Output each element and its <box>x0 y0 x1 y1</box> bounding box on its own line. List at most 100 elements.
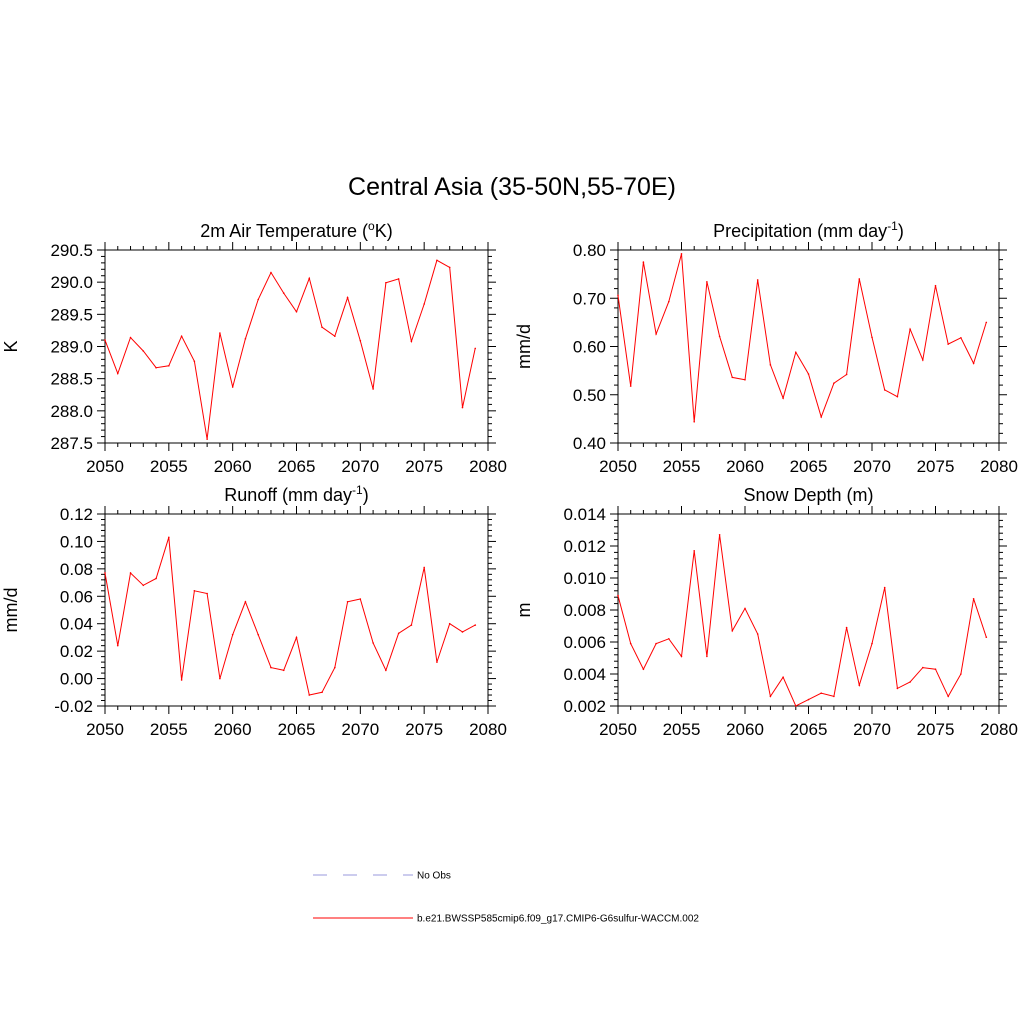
temperature-data-point <box>193 360 196 363</box>
precipitation-data-point <box>680 253 683 255</box>
runoff-data-point <box>129 572 132 574</box>
panels: 2m Air Temperature (oK) K 2050 2055 2060 2065… <box>1 219 1018 739</box>
precipitation-x-tick-label: 2055 <box>663 457 701 476</box>
runoff-data-point <box>448 622 451 625</box>
precipitation-data-point <box>642 261 645 263</box>
precipitation-data-point <box>782 397 784 399</box>
precipitation-data-point <box>858 278 861 280</box>
temperature-data-point <box>155 366 157 369</box>
precipitation-data-point <box>744 378 746 381</box>
temperature-panel: 2m Air Temperature (oK) K 2050 2055 2060 2065… <box>1 219 507 476</box>
precipitation-data-point <box>706 281 708 283</box>
temperature-y-axis-label: K <box>1 340 21 352</box>
temperature-title-text: 2m Air Temperature ( <box>200 221 368 241</box>
runoff-y-tick-label: 0.06 <box>60 587 93 606</box>
temperature-data-point <box>244 337 247 340</box>
snow-depth-data-point <box>795 705 797 707</box>
precipitation-data-point <box>820 416 822 418</box>
precipitation-data-point <box>807 373 810 375</box>
temperature-data-point <box>116 372 119 375</box>
snow-depth-data-point <box>985 636 988 638</box>
runoff-data-point <box>308 694 311 696</box>
runoff-data-point <box>193 590 196 592</box>
precipitation-data-point <box>871 336 873 339</box>
runoff-data-point <box>231 633 234 636</box>
temperature-data-point <box>461 406 464 409</box>
runoff-y-axis-label: mm/d <box>1 588 21 633</box>
temperature-data-point <box>334 335 336 338</box>
temperature-series-line <box>104 259 476 440</box>
runoff-data-point <box>372 642 374 644</box>
temperature-data-point <box>474 347 477 350</box>
snow-depth-data-point <box>909 681 911 683</box>
runoff-y-tick-label: 0.00 <box>60 670 93 689</box>
precipitation-data-point <box>947 343 949 345</box>
runoff-data-point <box>346 600 349 603</box>
temperature-data-point <box>180 335 183 338</box>
precipitation-panel: Precipitation (mm day-1) mm/d 2050 2055 2060… <box>514 219 1018 476</box>
temperature-data-point <box>219 332 221 334</box>
precipitation-data-point <box>718 335 721 338</box>
snow-depth-x-tick-label: 2055 <box>663 720 701 739</box>
precipitation-y-tick-label: 0.70 <box>573 289 606 308</box>
snow-depth-data-point <box>934 668 937 670</box>
temperature-data-point <box>231 386 234 388</box>
precipitation-y-tick-label: 0.40 <box>573 434 606 453</box>
snow-depth-data-point <box>756 633 759 635</box>
snow-depth-data-point <box>706 655 708 658</box>
snow-depth-data-point <box>782 676 784 678</box>
temperature-title-suffix: K) <box>375 221 393 241</box>
snow-depth-y-tick-label: 0.010 <box>563 569 606 588</box>
precipitation-title-superscript: -1 <box>887 219 898 233</box>
temperature-data-point <box>372 388 374 390</box>
runoff-title: Runoff (mm day-1) <box>224 483 368 505</box>
temperature-data-point <box>168 365 170 367</box>
runoff-y-tick-label: 0.12 <box>60 505 93 524</box>
runoff-title-suffix: ) <box>363 485 369 505</box>
runoff-data-point <box>282 669 285 672</box>
runoff-data-point <box>104 572 106 574</box>
runoff-x-tick-label: 2075 <box>405 720 443 739</box>
runoff-data-point <box>206 592 208 595</box>
runoff-data-point <box>359 598 362 600</box>
runoff-data-point <box>219 677 221 680</box>
temperature-data-point <box>295 310 298 313</box>
runoff-title-text: Runoff (mm day <box>224 485 352 505</box>
temperature-y-tick-label: 290.0 <box>50 273 93 292</box>
precipitation-data-point <box>922 359 924 361</box>
temperature-data-point <box>359 339 362 342</box>
snow-depth-data-point <box>769 695 772 698</box>
legend-label: No Obs <box>417 871 451 882</box>
snow-depth-data-point <box>960 673 962 675</box>
temperature-x-tick-label: 2065 <box>278 457 316 476</box>
precipitation-data-point <box>617 294 619 297</box>
precipitation-series-line <box>617 253 987 422</box>
snow-depth-plot-frame <box>617 513 1000 707</box>
temperature-data-point <box>448 266 451 269</box>
temperature-x-tick-label: 2050 <box>86 457 124 476</box>
legend: No Obs b.e21.BWSSP585cmip6.f09_g17.CMIP6-… <box>313 871 699 925</box>
figure-title: Central Asia (35-50N,55-70E) <box>348 173 676 201</box>
snow-depth-data-point <box>871 642 873 645</box>
temperature-data-point <box>142 350 145 352</box>
snow-depth-data-point <box>820 692 822 694</box>
temperature-data-point <box>129 336 132 339</box>
temperature-x-tick-label: 2055 <box>150 457 188 476</box>
snow-depth-x-tick-label: 2050 <box>599 720 637 739</box>
snow-depth-data-point <box>807 698 810 701</box>
snow-depth-data-point <box>896 687 899 690</box>
precipitation-data-point <box>833 382 835 384</box>
temperature-title: 2m Air Temperature (oK) <box>200 219 392 241</box>
precipitation-data-point <box>960 337 962 339</box>
snow-depth-x-tick-label: 2070 <box>853 720 891 739</box>
snow-depth-data-point <box>731 630 734 632</box>
precipitation-data-point <box>985 321 988 324</box>
runoff-data-point <box>142 584 145 587</box>
precipitation-x-tick-label: 2060 <box>726 457 764 476</box>
precipitation-data-point <box>756 279 759 281</box>
snow-depth-data-point <box>883 586 886 589</box>
precipitation-data-point <box>909 328 911 330</box>
snow-depth-data-point <box>629 642 632 645</box>
snow-depth-data-point <box>642 668 645 670</box>
temperature-y-tick-label: 289.5 <box>50 305 93 324</box>
